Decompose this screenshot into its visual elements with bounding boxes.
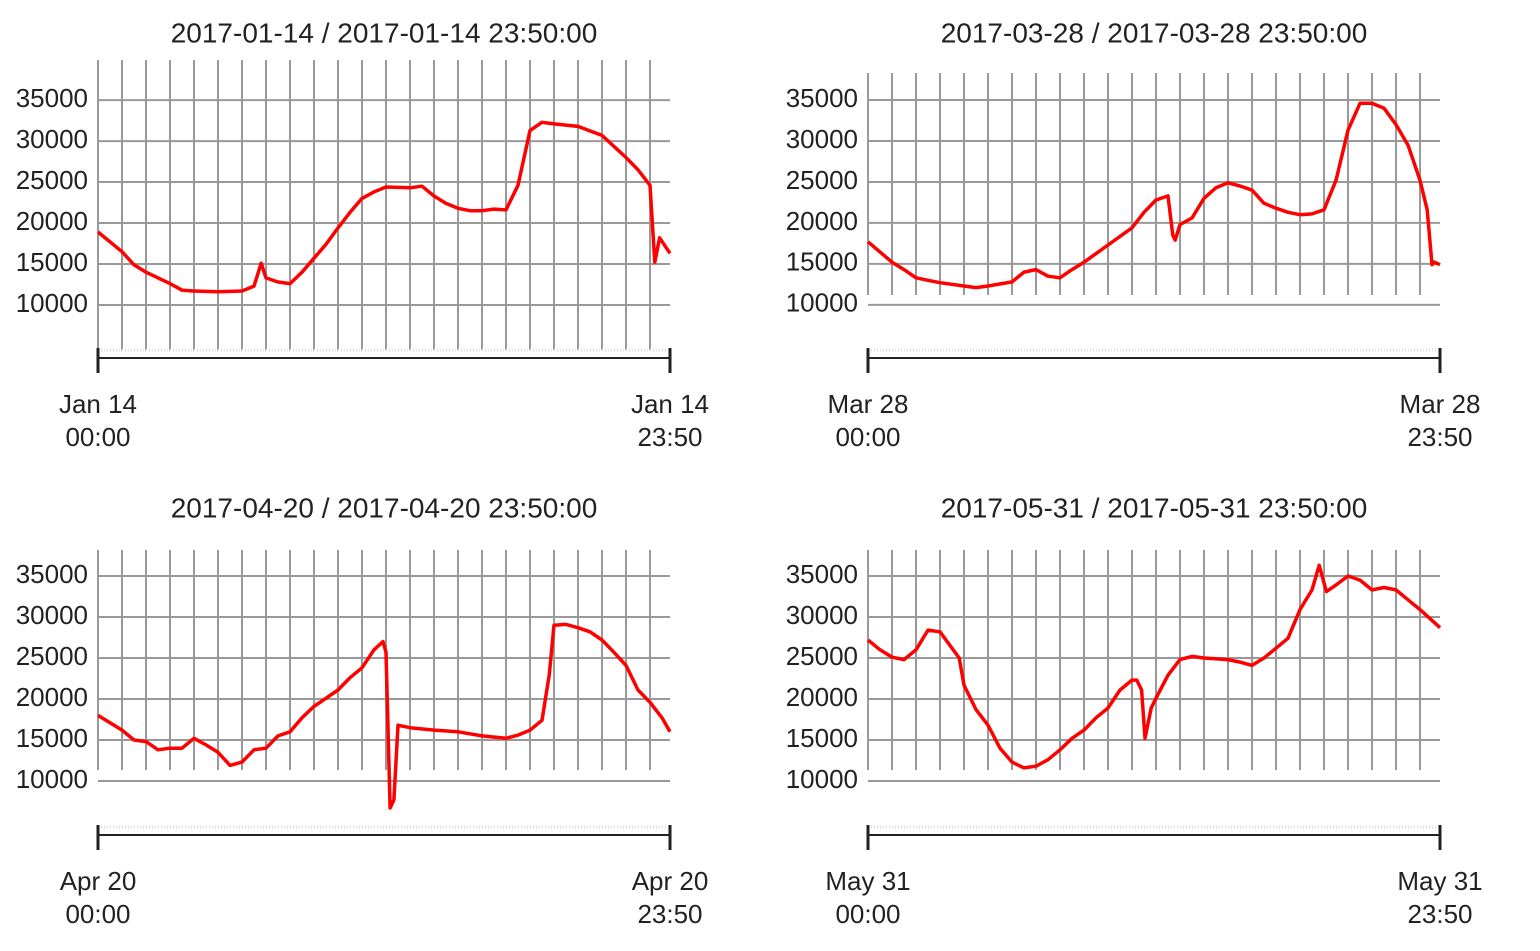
panel: 2017-03-28 / 2017-03-28 23:50:00 10000 150… xyxy=(786,17,1481,451)
x-tick-label: 00:00 xyxy=(65,899,130,929)
x-tick-label: 00:00 xyxy=(65,422,130,452)
x-tick-label: 00:00 xyxy=(835,899,900,929)
y-tick-label: 35000 xyxy=(16,83,88,113)
x-tick-label: Jan 14 xyxy=(631,389,709,419)
x-tick-label: Mar 28 xyxy=(828,389,909,419)
y-tick-label: 35000 xyxy=(786,559,858,589)
y-tick-label: 20000 xyxy=(786,206,858,236)
panel-title: 2017-03-28 / 2017-03-28 23:50:00 xyxy=(941,17,1368,48)
data-line xyxy=(96,120,672,294)
y-tick-label: 10000 xyxy=(786,288,858,318)
y-tick-label: 25000 xyxy=(786,641,858,671)
data-line xyxy=(866,101,1441,290)
y-tick-label: 25000 xyxy=(786,165,858,195)
x-tick-label: 23:50 xyxy=(637,422,702,452)
panel: 2017-01-14 / 2017-01-14 23:50:00 10000 150… xyxy=(16,17,709,451)
y-tick-label: 15000 xyxy=(786,723,858,753)
x-tick-label: 00:00 xyxy=(835,422,900,452)
y-tick-label: 15000 xyxy=(16,723,88,753)
x-tick-label: Apr 20 xyxy=(632,866,709,896)
y-tick-label: 10000 xyxy=(786,764,858,794)
y-tick-label: 35000 xyxy=(16,559,88,589)
panel-title: 2017-05-31 / 2017-05-31 23:50:00 xyxy=(941,492,1368,523)
x-tick-label: 23:50 xyxy=(1407,899,1472,929)
x-tick-label: May 31 xyxy=(825,866,910,896)
x-tick-label: 23:50 xyxy=(637,899,702,929)
y-axis-labels: 10000 15000 20000 25000 30000 35000 xyxy=(786,559,858,794)
x-tick-label: 23:50 xyxy=(1407,422,1472,452)
x-tick-label: May 31 xyxy=(1397,866,1482,896)
y-tick-label: 25000 xyxy=(16,641,88,671)
y-tick-label: 10000 xyxy=(16,288,88,318)
y-axis-labels: 10000 15000 20000 25000 30000 35000 xyxy=(786,83,858,318)
x-tick-label: Mar 28 xyxy=(1400,389,1481,419)
x-tick-label: Apr 20 xyxy=(60,866,137,896)
y-tick-label: 20000 xyxy=(16,682,88,712)
y-tick-label: 30000 xyxy=(16,124,88,154)
panel-title: 2017-04-20 / 2017-04-20 23:50:00 xyxy=(171,492,598,523)
panel: 2017-05-31 / 2017-05-31 23:50:00 10000 150… xyxy=(786,492,1483,928)
y-tick-label: 10000 xyxy=(16,764,88,794)
y-tick-label: 15000 xyxy=(786,247,858,277)
y-tick-label: 20000 xyxy=(16,206,88,236)
x-tick-label: Jan 14 xyxy=(59,389,137,419)
y-tick-label: 20000 xyxy=(786,682,858,712)
y-tick-label: 30000 xyxy=(16,600,88,630)
data-line xyxy=(866,563,1442,770)
y-tick-label: 15000 xyxy=(16,247,88,277)
panel: 2017-04-20 / 2017-04-20 23:50:00 10000 150… xyxy=(16,492,709,928)
y-axis-labels: 10000 15000 20000 25000 30000 35000 xyxy=(16,559,88,794)
y-tick-label: 30000 xyxy=(786,600,858,630)
y-tick-label: 30000 xyxy=(786,124,858,154)
y-tick-label: 35000 xyxy=(786,83,858,113)
y-axis-labels: 10000 15000 20000 25000 30000 35000 xyxy=(16,83,88,318)
data-line xyxy=(97,622,672,810)
y-tick-label: 25000 xyxy=(16,165,88,195)
panel-title: 2017-01-14 / 2017-01-14 23:50:00 xyxy=(171,17,598,48)
